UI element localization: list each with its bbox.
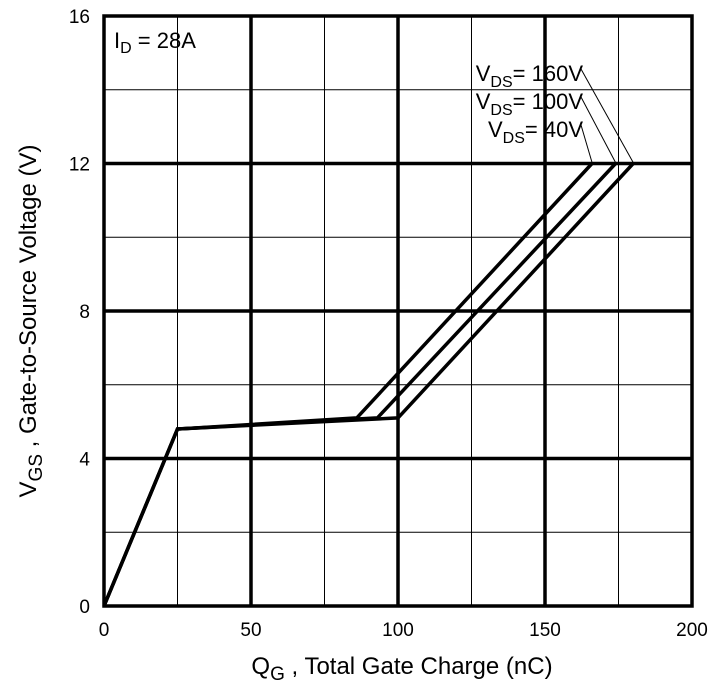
- y-axis-title: VGS , Gate-to-Source Voltage (V): [15, 145, 47, 498]
- series-label-2: VDS= 40V: [488, 117, 583, 147]
- legend-leaders: [580, 68, 634, 163]
- y-tick-label-4: 4: [79, 450, 90, 471]
- series-label-0: VDS= 160V: [476, 61, 584, 91]
- y-tick-label-12: 12: [69, 155, 90, 176]
- tick-labels: 0 50 100 150 200 0 4 8 12 16: [69, 7, 708, 641]
- series-label-1: VDS= 100V: [476, 89, 584, 119]
- x-tick-label-150: 150: [529, 620, 561, 641]
- x-tick-label-0: 0: [99, 620, 110, 641]
- grid: [104, 16, 692, 606]
- series-line-2: [102, 162, 594, 607]
- series-layer: [102, 162, 635, 607]
- x-tick-label-50: 50: [240, 620, 261, 641]
- y-tick-label-0: 0: [79, 597, 90, 618]
- x-axis-title: QG , Total Gate Charge (nC): [251, 653, 552, 685]
- x-tick-label-200: 200: [676, 620, 708, 641]
- x-tick-label-100: 100: [382, 620, 414, 641]
- drain-current-annotation: ID = 28A: [114, 28, 196, 57]
- plot-frame: [102, 14, 694, 608]
- y-tick-label-16: 16: [69, 7, 90, 28]
- y-tick-label-8: 8: [79, 302, 90, 323]
- series-leader-1: [580, 96, 617, 163]
- series-leader-0: [580, 68, 634, 163]
- series-leader-2: [580, 124, 593, 163]
